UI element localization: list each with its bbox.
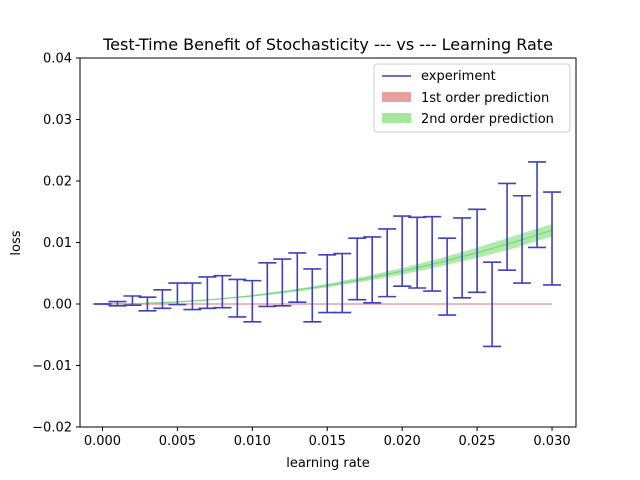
x-tick-label: 0.005 — [159, 434, 196, 449]
experiment-errorbar — [123, 295, 142, 307]
y-tick-label: 0.03 — [43, 113, 72, 128]
experiment-errorbar — [528, 161, 547, 249]
y-tick-label: −0.02 — [32, 421, 72, 436]
legend-second-order-label: 2nd order prediction — [421, 112, 554, 127]
experiment-errorbar — [213, 274, 232, 309]
x-tick-label: 0.020 — [384, 434, 421, 449]
x-tick-label: 0.000 — [84, 434, 121, 449]
y-tick-label: 0.02 — [43, 175, 72, 190]
experiment-errorbar — [453, 217, 472, 299]
experiment-errorbar — [483, 261, 502, 348]
experiment-errorbar — [513, 194, 532, 284]
x-axis-label: learning rate — [286, 456, 370, 471]
experiment-errorbar — [378, 228, 397, 298]
plot-area — [93, 161, 562, 348]
experiment-errorbar — [543, 191, 562, 286]
experiment-errorbar — [243, 279, 262, 323]
x-tick-label: 0.030 — [533, 434, 570, 449]
legend-second-order-swatch — [382, 113, 411, 123]
experiment-errorbar — [393, 215, 412, 287]
x-tick-label: 0.010 — [234, 434, 271, 449]
experiment-errorbar — [348, 237, 367, 301]
experiment-errorbar — [183, 282, 202, 311]
experiment-errorbar — [273, 258, 292, 307]
legend-experiment-label: experiment — [421, 69, 496, 84]
y-tick-label: −0.01 — [32, 359, 72, 374]
y-axis-label: loss — [9, 230, 24, 255]
legend-box — [373, 63, 571, 133]
experiment-errorbar — [438, 237, 457, 316]
legend-first-order-swatch — [382, 92, 411, 102]
legend-first-order-label: 1st order prediction — [421, 91, 549, 106]
experiment-errorbar — [303, 268, 322, 323]
experiment-errorbar — [153, 289, 172, 310]
experiment-errorbar — [423, 215, 442, 292]
experiment-errorbar — [333, 252, 352, 314]
x-tick-label: 0.015 — [309, 434, 346, 449]
experiment-errorbar — [498, 182, 517, 271]
y-tick-label: 0.04 — [43, 52, 72, 67]
experiment-errorbar — [363, 236, 382, 304]
chart-title: Test-Time Benefit of Stochasticity --- v… — [102, 35, 553, 54]
experiment-errorbar — [288, 252, 307, 303]
experiment-errorbar — [228, 278, 247, 318]
experiment-errorbar — [138, 296, 157, 312]
legend: experiment 1st order prediction 2nd orde… — [373, 63, 571, 133]
axis-ticks: 0.000 0.005 0.010 0.015 0.020 0.025 0.030 −0.02… — [32, 52, 570, 450]
x-tick-label: 0.025 — [458, 434, 495, 449]
y-tick-label: 0.00 — [43, 298, 72, 313]
experiment-errorbar — [468, 208, 487, 294]
y-tick-label: 0.01 — [43, 236, 72, 251]
